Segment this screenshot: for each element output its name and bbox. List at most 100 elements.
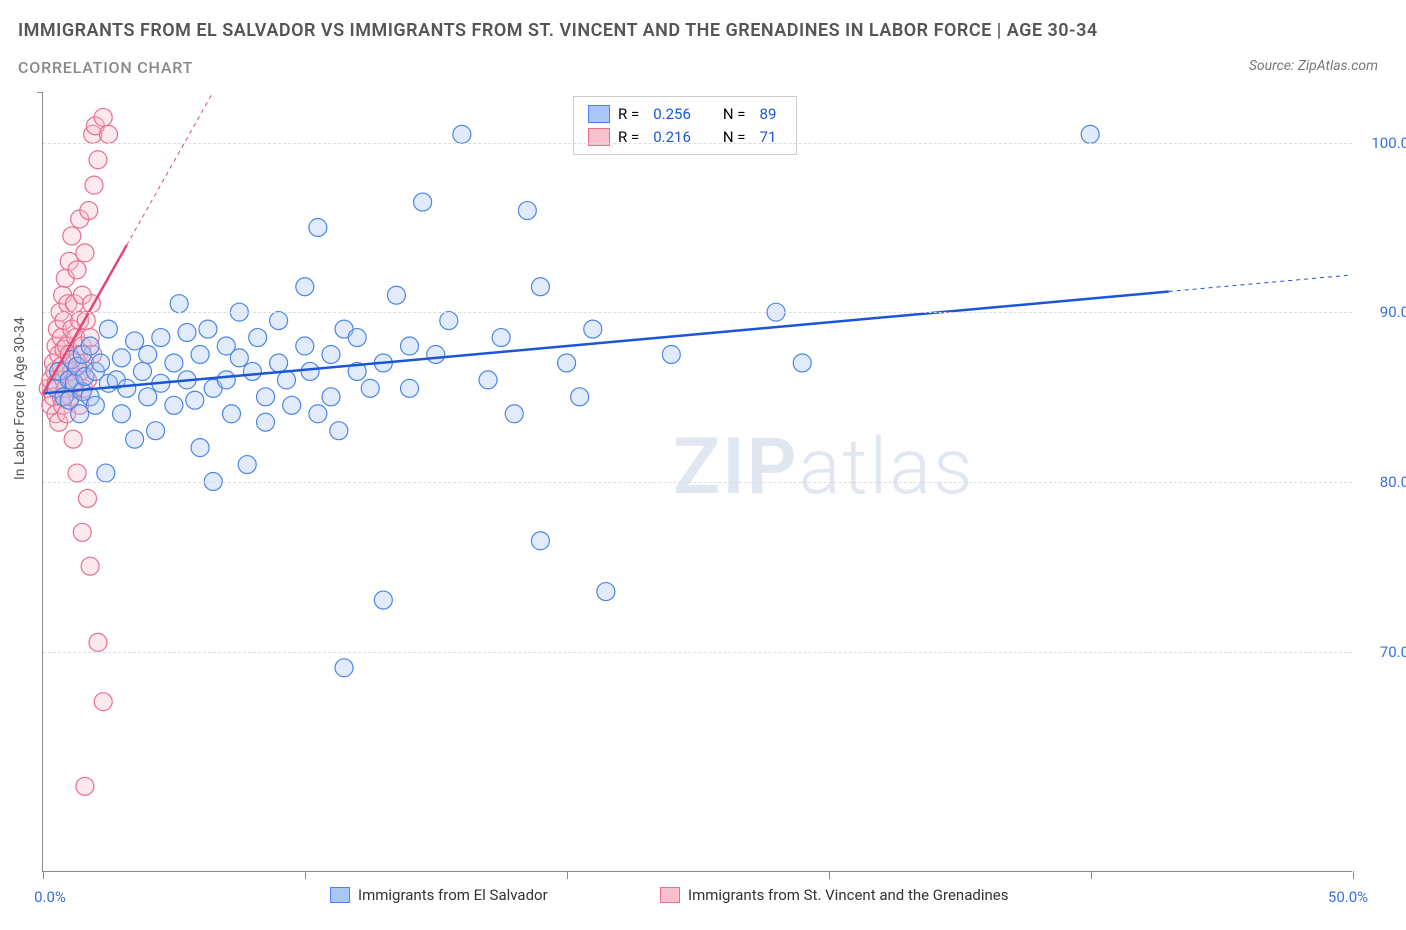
data-point <box>335 659 353 677</box>
chart-plot-area: ZIPatlas R = 0.256 N = 89 R = 0.216 N = … <box>42 92 1352 872</box>
stats-row-series-b: R = 0.216 N = 71 <box>588 126 782 149</box>
data-point <box>558 354 576 372</box>
x-tick <box>43 871 44 879</box>
x-tick <box>1091 871 1092 879</box>
data-point <box>89 633 107 651</box>
data-point <box>68 464 86 482</box>
data-point <box>64 430 82 448</box>
stat-R-label: R = <box>618 126 639 149</box>
stats-legend: R = 0.256 N = 89 R = 0.216 N = 71 <box>573 96 797 155</box>
data-point <box>217 371 235 389</box>
y-tick-label: 80.0% <box>1380 473 1406 491</box>
gridline <box>43 482 1352 483</box>
trend-line-extension <box>127 92 213 245</box>
data-point <box>94 693 112 711</box>
data-point <box>518 202 536 220</box>
data-point <box>387 286 405 304</box>
data-point <box>139 346 157 364</box>
data-point <box>178 323 196 341</box>
data-point <box>152 329 170 347</box>
gridline <box>43 652 1352 653</box>
data-point <box>662 346 680 364</box>
y-tick-label: 100.0% <box>1371 134 1406 152</box>
data-point <box>113 405 131 423</box>
data-point <box>309 405 327 423</box>
x-tick-min: 0.0% <box>34 888 66 906</box>
data-point <box>126 332 144 350</box>
data-point <box>361 379 379 397</box>
swatch-series-a-bottom <box>330 887 350 903</box>
data-point <box>348 329 366 347</box>
x-tick <box>1353 871 1354 879</box>
stat-N-label: N = <box>723 126 746 149</box>
stat-R-series-a: 0.256 <box>653 103 691 126</box>
x-tick-max: 50.0% <box>1328 888 1368 906</box>
data-point <box>243 362 261 380</box>
data-point <box>186 391 204 409</box>
stat-N-series-a: 89 <box>760 103 777 126</box>
series-a-name: Immigrants from El Salvador <box>358 886 548 904</box>
data-point <box>81 557 99 575</box>
data-point <box>453 125 471 143</box>
data-point <box>170 295 188 313</box>
data-point <box>85 176 103 194</box>
data-point <box>76 244 94 262</box>
data-point <box>277 371 295 389</box>
data-point <box>322 346 340 364</box>
data-point <box>571 388 589 406</box>
data-point <box>133 362 151 380</box>
x-tick <box>567 871 568 879</box>
data-point <box>73 523 91 541</box>
x-tick <box>305 871 306 879</box>
source-attribution: Source: ZipAtlas.com <box>1249 58 1378 74</box>
data-point <box>165 396 183 414</box>
data-point <box>296 278 314 296</box>
gridline <box>43 143 1352 144</box>
data-point <box>427 346 445 364</box>
data-point <box>309 218 327 236</box>
gridline <box>43 312 1352 313</box>
trend-line <box>43 291 1169 393</box>
data-point <box>283 396 301 414</box>
data-point <box>99 320 117 338</box>
y-axis-label: In Labor Force | Age 30-34 <box>12 317 28 480</box>
trend-line-extension <box>1169 275 1352 292</box>
data-point <box>330 422 348 440</box>
data-point <box>301 362 319 380</box>
stat-N-series-b: 71 <box>760 126 777 149</box>
swatch-series-a <box>588 105 610 123</box>
x-tick <box>829 871 830 879</box>
stats-row-series-a: R = 0.256 N = 89 <box>588 103 782 126</box>
data-point <box>374 591 392 609</box>
data-point <box>63 227 81 245</box>
data-point <box>118 379 136 397</box>
data-point <box>440 312 458 330</box>
data-point <box>223 405 241 423</box>
data-point <box>296 337 314 355</box>
data-point <box>1081 125 1099 143</box>
data-point <box>89 151 107 169</box>
data-point <box>97 464 115 482</box>
data-point <box>531 278 549 296</box>
y-tick-label: 90.0% <box>1380 303 1406 321</box>
data-point <box>139 388 157 406</box>
data-point <box>199 320 217 338</box>
data-point <box>68 261 86 279</box>
data-point <box>401 337 419 355</box>
y-tick-label: 70.0% <box>1380 643 1406 661</box>
data-point <box>401 379 419 397</box>
data-point <box>76 777 94 795</box>
data-point <box>597 583 615 601</box>
data-point <box>230 349 248 367</box>
chart-subtitle: CORRELATION CHART <box>18 58 193 77</box>
data-point <box>249 329 267 347</box>
data-point <box>531 532 549 550</box>
data-point <box>99 125 117 143</box>
stat-N-label: N = <box>723 103 746 126</box>
data-point <box>71 405 89 423</box>
data-point <box>94 108 112 126</box>
data-point <box>165 354 183 372</box>
stat-R-label: R = <box>618 103 639 126</box>
data-point <box>113 349 131 367</box>
data-point <box>86 396 104 414</box>
